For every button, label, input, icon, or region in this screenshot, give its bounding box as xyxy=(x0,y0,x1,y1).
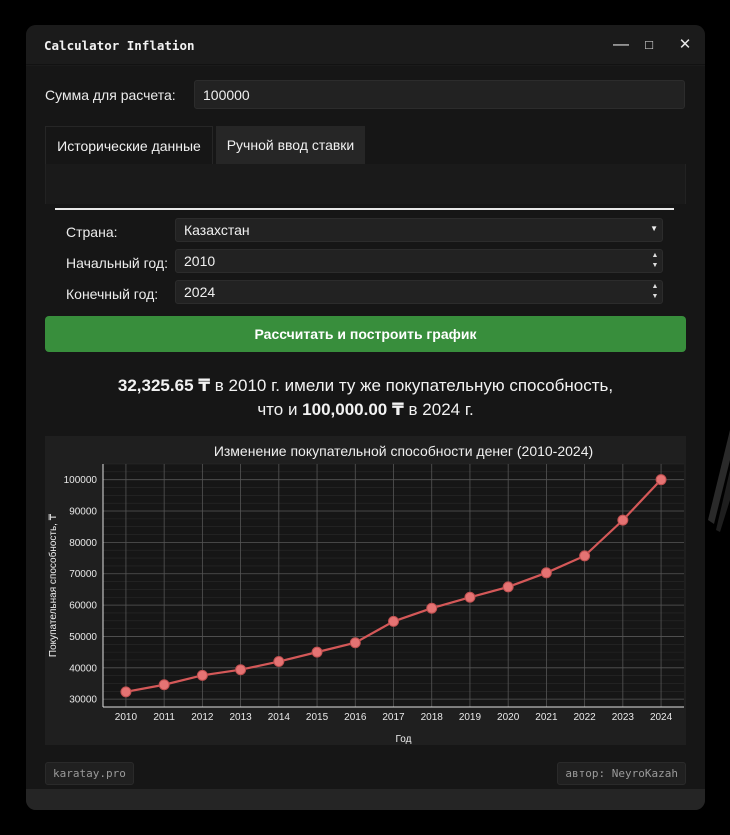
tab-historical-data-label: Исторические данные xyxy=(57,137,201,154)
data-point xyxy=(349,637,361,649)
x-tick-label: 2021 xyxy=(535,712,558,723)
country-label: Страна: xyxy=(66,224,118,240)
x-tick-label: 2012 xyxy=(191,712,214,723)
x-tick-label: 2013 xyxy=(229,712,252,723)
spin-down-icon[interactable]: ▼ xyxy=(651,262,659,269)
x-tick-label: 2019 xyxy=(459,712,482,723)
result-text-1: в 2010 г. имели ту же покупательную спос… xyxy=(210,376,614,395)
tab-historical-data[interactable]: Исторические данные xyxy=(45,126,213,164)
spin-down-icon[interactable]: ▼ xyxy=(651,293,659,300)
start-year-value: 2010 xyxy=(184,253,216,269)
spin-up-icon[interactable]: ▲ xyxy=(651,283,659,290)
y-tick-label: 70000 xyxy=(69,569,97,580)
y-tick-label: 100000 xyxy=(64,475,98,486)
y-tick-label: 30000 xyxy=(69,695,97,706)
data-point xyxy=(311,646,323,658)
y-axis-label: Покупательная способность, ₸ xyxy=(47,513,59,657)
y-tick-label: 50000 xyxy=(69,632,97,643)
data-point xyxy=(120,686,132,698)
x-tick-label: 2017 xyxy=(382,712,405,723)
site-link[interactable]: karatay.pro xyxy=(45,762,134,785)
amount-value: 100000 xyxy=(203,86,250,103)
data-point xyxy=(388,615,399,627)
amount-input[interactable]: 100000 xyxy=(194,80,685,109)
country-value: Казахстан xyxy=(184,222,250,238)
data-point xyxy=(426,602,438,614)
result-line-2: что и 100,000.00 ₸ в 2024 г. xyxy=(26,400,705,420)
country-select[interactable]: Казахстан ▼ xyxy=(175,218,663,242)
end-year-spinbox[interactable]: 2024 ▲ ▼ xyxy=(175,280,663,304)
y-tick-label: 90000 xyxy=(69,507,97,518)
data-point xyxy=(235,664,247,676)
result-text-2: что и xyxy=(257,400,303,419)
close-icon[interactable]: ✕ xyxy=(678,36,692,53)
x-tick-label: 2016 xyxy=(344,712,367,723)
minimize-icon[interactable]: — xyxy=(613,36,629,53)
author-label: автор: NeyroKazah xyxy=(565,767,678,780)
data-point xyxy=(617,514,629,526)
x-axis-label: Год xyxy=(396,734,412,745)
spin-up-icon[interactable]: ▲ xyxy=(651,252,659,259)
main-content: Сумма для расчета: 100000 Исторические д… xyxy=(26,66,705,810)
background-decoration xyxy=(708,430,730,532)
x-tick-label: 2020 xyxy=(497,712,520,723)
result-text-3: в 2024 г. xyxy=(403,400,474,419)
end-year-value: 2024 xyxy=(184,284,216,300)
result-amount-start: 32,325.65 ₸ xyxy=(117,376,211,395)
data-point xyxy=(196,669,208,681)
window-title: Calculator Inflation xyxy=(44,38,195,53)
chart-title: Изменение покупательной способности дене… xyxy=(214,443,593,459)
data-point xyxy=(464,591,476,603)
x-tick-label: 2024 xyxy=(650,712,673,723)
amount-label: Сумма для расчета: xyxy=(45,87,176,103)
x-tick-label: 2023 xyxy=(612,712,635,723)
author-badge: автор: NeyroKazah xyxy=(557,762,686,785)
start-year-label: Начальный год: xyxy=(66,255,168,271)
app-window: Calculator Inflation — □ ✕ Сумма для рас… xyxy=(26,25,705,810)
data-point xyxy=(655,474,667,486)
data-point xyxy=(540,567,552,579)
y-tick-label: 40000 xyxy=(69,663,97,674)
site-link-label: karatay.pro xyxy=(53,767,126,780)
x-tick-label: 2014 xyxy=(268,712,291,723)
chart-container: 30000 40000 50000 60000 70000 80000 90000 10000… xyxy=(45,436,686,745)
end-year-label: Конечный год: xyxy=(66,286,159,302)
chevron-down-icon: ▼ xyxy=(650,224,658,233)
data-point xyxy=(273,656,285,668)
calculate-button[interactable]: Рассчитать и построить график xyxy=(45,316,686,352)
x-tick-label: 2011 xyxy=(153,712,175,723)
x-tick-label: 2018 xyxy=(421,712,444,723)
tab-manual-rate[interactable]: Ручной ввод ставки xyxy=(216,126,365,164)
x-tick-label: 2015 xyxy=(306,712,329,723)
data-point xyxy=(502,581,514,593)
result-line-1: 32,325.65 ₸ в 2010 г. имели ту же покупа… xyxy=(26,376,705,396)
status-bar xyxy=(26,789,705,810)
y-tick-label: 60000 xyxy=(69,601,97,612)
maximize-icon[interactable]: □ xyxy=(645,37,653,52)
result-amount-end: 100,000.00 ₸ xyxy=(302,400,404,419)
inflation-chart: 30000 40000 50000 60000 70000 80000 90000 10000… xyxy=(47,443,684,745)
divider xyxy=(55,208,674,210)
start-year-spinbox[interactable]: 2010 ▲ ▼ xyxy=(175,249,663,273)
x-tick-label: 2010 xyxy=(115,712,138,723)
data-point xyxy=(579,550,591,562)
data-point xyxy=(158,679,170,691)
y-tick-label: 80000 xyxy=(69,538,97,549)
tab-panel-top xyxy=(45,164,686,204)
x-tick-label: 2022 xyxy=(573,712,596,723)
tab-manual-rate-label: Ручной ввод ставки xyxy=(226,137,355,153)
historical-panel: Страна: Казахстан ▼ Начальный год: 2010 … xyxy=(45,163,686,341)
title-bar: Calculator Inflation — □ ✕ xyxy=(26,25,705,65)
